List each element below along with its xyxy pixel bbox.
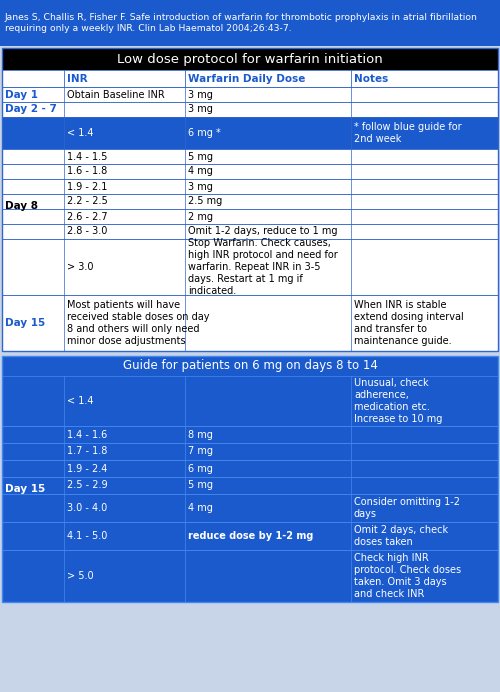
Bar bbox=[2, 356, 498, 602]
Text: 4.1 - 5.0: 4.1 - 5.0 bbox=[67, 531, 108, 541]
Text: 1.6 - 1.8: 1.6 - 1.8 bbox=[67, 167, 107, 176]
Text: Day 8: Day 8 bbox=[5, 201, 38, 211]
Bar bbox=[2, 164, 498, 179]
Bar bbox=[2, 356, 498, 376]
Text: Omit 1-2 days, reduce to 1 mg: Omit 1-2 days, reduce to 1 mg bbox=[188, 226, 338, 237]
Text: 2.8 - 3.0: 2.8 - 3.0 bbox=[67, 226, 108, 237]
Text: < 1.4: < 1.4 bbox=[67, 128, 94, 138]
Bar bbox=[2, 522, 498, 550]
Bar bbox=[2, 179, 498, 194]
Text: 3 mg: 3 mg bbox=[188, 181, 213, 192]
Bar bbox=[2, 70, 498, 87]
Text: 5 mg: 5 mg bbox=[188, 480, 213, 491]
Bar bbox=[2, 550, 498, 602]
Text: Most patients will have
received stable doses on day
8 and others will only need: Most patients will have received stable … bbox=[67, 300, 210, 346]
Text: Day 15: Day 15 bbox=[5, 484, 45, 494]
Text: 6 mg: 6 mg bbox=[188, 464, 213, 473]
Bar bbox=[0, 0, 500, 46]
Bar bbox=[2, 149, 498, 164]
Text: Guide for patients on 6 mg on days 8 to 14: Guide for patients on 6 mg on days 8 to … bbox=[122, 360, 378, 372]
Bar bbox=[2, 494, 498, 522]
Bar bbox=[2, 48, 498, 351]
Text: 4 mg: 4 mg bbox=[188, 167, 213, 176]
Text: 2.5 mg: 2.5 mg bbox=[188, 197, 222, 206]
Text: < 1.4: < 1.4 bbox=[67, 396, 94, 406]
Bar bbox=[2, 376, 498, 426]
Text: 2 mg: 2 mg bbox=[188, 212, 213, 221]
Text: * follow blue guide for
2nd week: * follow blue guide for 2nd week bbox=[354, 122, 462, 144]
Text: 1.7 - 1.8: 1.7 - 1.8 bbox=[67, 446, 108, 457]
Text: > 5.0: > 5.0 bbox=[67, 571, 94, 581]
Text: 1.9 - 2.1: 1.9 - 2.1 bbox=[67, 181, 108, 192]
Bar bbox=[2, 87, 498, 102]
Bar bbox=[2, 224, 498, 239]
Text: Day 1: Day 1 bbox=[5, 89, 38, 100]
Text: 7 mg: 7 mg bbox=[188, 446, 213, 457]
Bar bbox=[2, 102, 498, 117]
Text: 1.4 - 1.6: 1.4 - 1.6 bbox=[67, 430, 107, 439]
Text: Day 15: Day 15 bbox=[5, 318, 45, 328]
Text: Unusual, check
adherence,
medication etc.
Increase to 10 mg: Unusual, check adherence, medication etc… bbox=[354, 378, 442, 424]
Text: reduce dose by 1-2 mg: reduce dose by 1-2 mg bbox=[188, 531, 314, 541]
Text: 1.9 - 2.4: 1.9 - 2.4 bbox=[67, 464, 108, 473]
Text: 3 mg: 3 mg bbox=[188, 104, 213, 114]
Text: Consider omitting 1-2
days: Consider omitting 1-2 days bbox=[354, 497, 460, 519]
Text: 8 mg: 8 mg bbox=[188, 430, 213, 439]
Text: 3 mg: 3 mg bbox=[188, 89, 213, 100]
Text: Day 2 - 7: Day 2 - 7 bbox=[5, 104, 57, 114]
Bar bbox=[2, 239, 498, 295]
Bar bbox=[2, 460, 498, 477]
Bar bbox=[2, 117, 498, 149]
Text: Low dose protocol for warfarin initiation: Low dose protocol for warfarin initiatio… bbox=[117, 53, 383, 66]
Text: 2.2 - 2.5: 2.2 - 2.5 bbox=[67, 197, 108, 206]
Bar bbox=[2, 48, 498, 70]
Text: > 3.0: > 3.0 bbox=[67, 262, 94, 272]
Bar bbox=[2, 209, 498, 224]
Bar bbox=[2, 443, 498, 460]
Text: When INR is stable
extend dosing interval
and transfer to
maintenance guide.: When INR is stable extend dosing interva… bbox=[354, 300, 464, 346]
Bar bbox=[2, 426, 498, 443]
Text: INR: INR bbox=[67, 73, 87, 84]
Text: Stop Warfarin. Check causes,
high INR protocol and need for
warfarin. Repeat INR: Stop Warfarin. Check causes, high INR pr… bbox=[188, 238, 338, 296]
Bar bbox=[2, 295, 498, 351]
Text: Notes: Notes bbox=[354, 73, 388, 84]
Text: Warfarin Daily Dose: Warfarin Daily Dose bbox=[188, 73, 306, 84]
Text: 4 mg: 4 mg bbox=[188, 503, 213, 513]
Text: Omit 2 days, check
doses taken: Omit 2 days, check doses taken bbox=[354, 525, 448, 547]
Text: 3.0 - 4.0: 3.0 - 4.0 bbox=[67, 503, 107, 513]
Bar bbox=[2, 477, 498, 494]
Text: Obtain Baseline INR: Obtain Baseline INR bbox=[67, 89, 165, 100]
Text: 1.4 - 1.5: 1.4 - 1.5 bbox=[67, 152, 108, 161]
Text: 2.6 - 2.7: 2.6 - 2.7 bbox=[67, 212, 108, 221]
Text: 6 mg *: 6 mg * bbox=[188, 128, 221, 138]
Text: 2.5 - 2.9: 2.5 - 2.9 bbox=[67, 480, 108, 491]
Text: 5 mg: 5 mg bbox=[188, 152, 213, 161]
Text: Janes S, Challis R, Fisher F. Safe introduction of warfarin for thrombotic proph: Janes S, Challis R, Fisher F. Safe intro… bbox=[5, 13, 478, 33]
Text: Check high INR
protocol. Check doses
taken. Omit 3 days
and check INR: Check high INR protocol. Check doses tak… bbox=[354, 553, 461, 599]
Bar bbox=[2, 194, 498, 209]
